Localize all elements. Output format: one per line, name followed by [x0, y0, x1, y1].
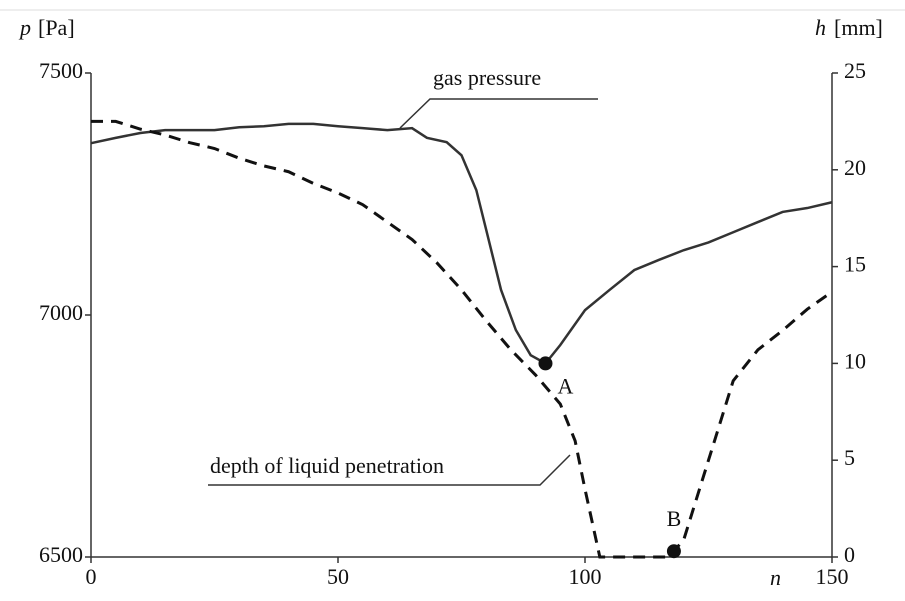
y2-tick-label: 15 — [844, 252, 866, 277]
x-tick-label: 150 — [816, 564, 849, 589]
y-label-unit: [Pa] — [38, 15, 75, 40]
series-line — [91, 119, 833, 559]
x-tick-label: 0 — [86, 564, 97, 589]
y-tick-label: 7500 — [39, 58, 83, 83]
x-tick-label: 50 — [327, 564, 349, 589]
point-marker — [666, 544, 681, 559]
y-label-symbol: p — [18, 15, 31, 40]
annotation: gas pressure — [433, 65, 541, 90]
y2-tick-label: 25 — [844, 58, 866, 83]
y2-tick-label: 5 — [844, 445, 855, 470]
y2-label-symbol: h — [815, 15, 826, 40]
x-label: n — [770, 565, 781, 590]
y2-label-unit: [mm] — [834, 15, 883, 40]
leader-line — [399, 98, 598, 129]
y-tick-label: 7000 — [39, 300, 83, 325]
point-marker — [538, 356, 553, 371]
y2-tick-label: 0 — [844, 542, 855, 567]
y2-tick-label: 10 — [844, 348, 866, 373]
y2-tick-label: 20 — [844, 155, 866, 180]
leader-line — [208, 454, 571, 486]
annotation: depth of liquid penetration — [210, 453, 444, 478]
x-tick-label: 100 — [569, 564, 602, 589]
series-line — [90, 122, 833, 366]
y-tick-label: 6500 — [39, 542, 83, 567]
point-label: A — [558, 373, 574, 398]
point-label: B — [667, 506, 682, 531]
